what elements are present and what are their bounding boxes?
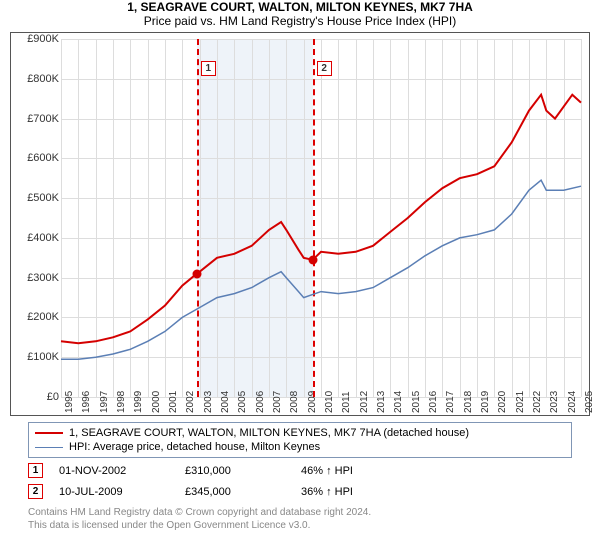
legend: 1, SEAGRAVE COURT, WALTON, MILTON KEYNES…	[28, 422, 572, 458]
price-chart: £0£100K£200K£300K£400K£500K£600K£700K£80…	[10, 32, 590, 416]
legend-swatch	[35, 447, 63, 448]
event-num-box: 1	[28, 463, 43, 478]
footer-line: Contains HM Land Registry data © Crown c…	[28, 506, 572, 519]
event-date: 01-NOV-2002	[59, 465, 169, 477]
footer-line: This data is licensed under the Open Gov…	[28, 519, 572, 532]
page-title: 1, SEAGRAVE COURT, WALTON, MILTON KEYNES…	[0, 0, 600, 14]
event-dot	[308, 255, 317, 264]
footer: Contains HM Land Registry data © Crown c…	[28, 506, 572, 532]
event-delta: 46% ↑ HPI	[301, 465, 353, 477]
event-date: 10-JUL-2009	[59, 486, 169, 498]
event-price: £310,000	[185, 465, 285, 477]
legend-label: HPI: Average price, detached house, Milt…	[69, 441, 320, 453]
chart-lines	[11, 33, 589, 415]
series-line-hpi	[61, 180, 581, 359]
event-dot	[192, 269, 201, 278]
events-table: 1 01-NOV-2002 £310,000 46% ↑ HPI 2 10-JUL-200…	[28, 460, 572, 502]
legend-swatch	[35, 432, 63, 434]
legend-item: 1, SEAGRAVE COURT, WALTON, MILTON KEYNES…	[35, 426, 565, 440]
legend-label: 1, SEAGRAVE COURT, WALTON, MILTON KEYNES…	[69, 427, 469, 439]
event-num-box: 2	[28, 484, 43, 499]
legend-item: HPI: Average price, detached house, Milt…	[35, 440, 565, 454]
event-price: £345,000	[185, 486, 285, 498]
page-subtitle: Price paid vs. HM Land Registry's House …	[0, 14, 600, 28]
series-line-property	[61, 95, 581, 344]
event-delta: 36% ↑ HPI	[301, 486, 353, 498]
event-row: 2 10-JUL-2009 £345,000 36% ↑ HPI	[28, 481, 572, 502]
event-row: 1 01-NOV-2002 £310,000 46% ↑ HPI	[28, 460, 572, 481]
